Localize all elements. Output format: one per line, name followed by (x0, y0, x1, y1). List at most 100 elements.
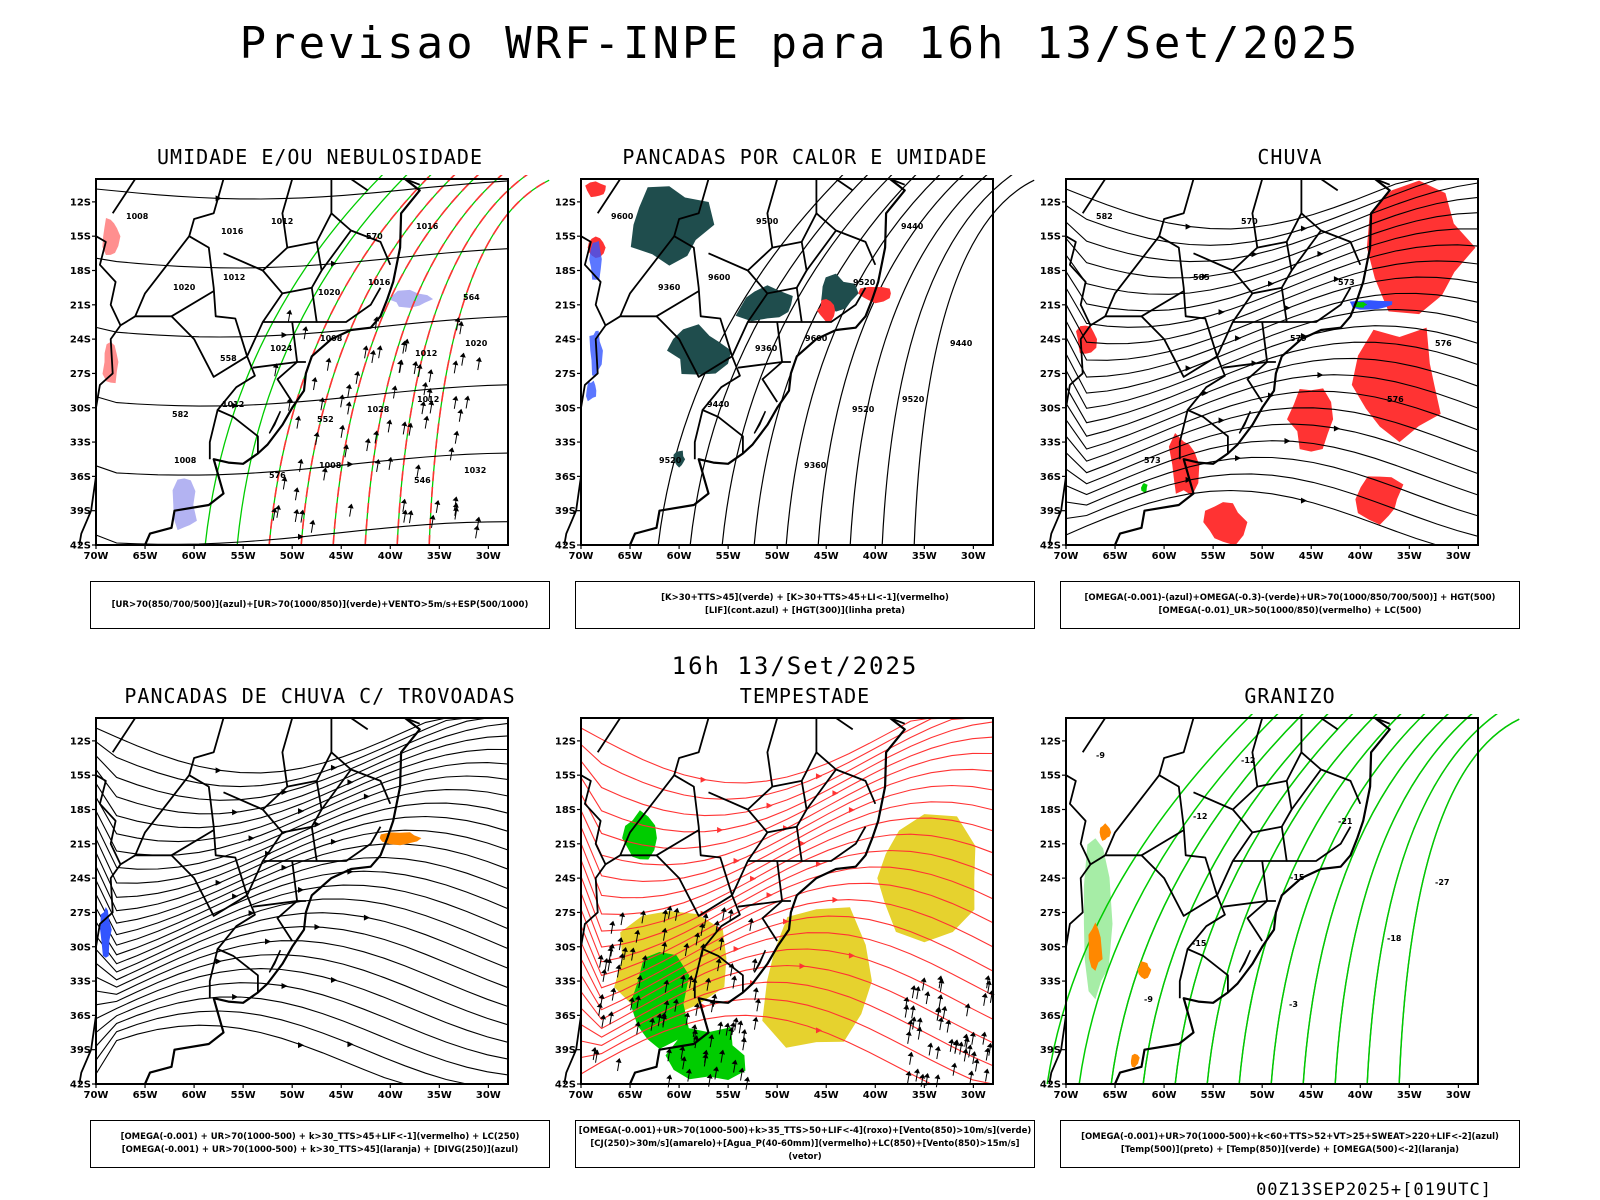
wind-vector-head (345, 401, 352, 407)
legend-box: [K>30+TTS>45](verde) + [K>30+TTS>45+LI<-… (575, 581, 1035, 629)
lat-tick-label: 12S (1040, 736, 1061, 747)
streamline-arrow (232, 402, 239, 409)
wind-vector-head (591, 1046, 598, 1052)
contour-line (1174, 714, 1354, 1085)
contour-label: 9360 (658, 283, 681, 292)
border-line (1290, 229, 1362, 272)
lon-tick-label: 40W (378, 1090, 403, 1101)
lat-tick-label: 18S (555, 805, 576, 816)
lat-tick-label: 39S (70, 506, 91, 517)
border-line (693, 948, 704, 999)
streamline (95, 802, 509, 898)
wind-vector-head (980, 1031, 987, 1037)
lat-tick-label: 12S (555, 197, 576, 208)
lat-tick-label: 33S (70, 438, 91, 449)
streamline (580, 1014, 993, 1085)
lon-tick-label: 45W (329, 1090, 354, 1101)
streamline-arrow (1317, 372, 1324, 379)
border-line (708, 252, 749, 272)
map-frame (95, 717, 509, 1085)
border-line (188, 717, 248, 896)
wind-vector-head (401, 421, 408, 427)
shaded-area (673, 450, 686, 468)
contour-label: 1016 (416, 222, 439, 231)
wind-vector-head (452, 360, 459, 366)
streamline-arrow (281, 864, 288, 871)
contour-label: 573 (1338, 278, 1355, 287)
wind-vector-head (636, 974, 643, 980)
wind-vector-head (666, 1074, 673, 1080)
wind-vector-head (364, 438, 371, 444)
wind-vector-head (920, 977, 927, 983)
border-line (1252, 241, 1293, 295)
lon-tick-label: 65W (618, 1090, 643, 1101)
border-line (1065, 854, 1142, 947)
wind-vectors-west (591, 905, 761, 1090)
streamline-arrow (750, 875, 757, 882)
lon-tick-label: 65W (133, 1090, 158, 1101)
contour-line (689, 175, 869, 546)
streamline (95, 316, 509, 338)
streamline (580, 849, 994, 963)
border-line (1193, 791, 1234, 811)
contour-label: 1012 (222, 400, 244, 409)
streamline (1065, 212, 1479, 295)
lat-tick-label: 15S (555, 771, 576, 782)
border-line (619, 235, 675, 317)
streamline-arrow (1284, 305, 1291, 312)
border-line (747, 826, 803, 862)
lon-tick-label: 35W (912, 551, 937, 562)
wind-vector-head (416, 363, 423, 369)
border-line (223, 791, 264, 811)
wind-vector-head (702, 1053, 709, 1059)
green-omega-area (1141, 301, 1368, 494)
streamline (95, 1010, 508, 1085)
contour-labels: 1008 1012 1008 1012 1008 1012 1016 1020 1012 1008… (126, 212, 488, 485)
contour-label: 1008 (174, 456, 197, 465)
wind-vector-head (347, 503, 354, 509)
map-frame (95, 178, 509, 546)
contour-label: -12 (1193, 812, 1207, 821)
wind-vector-head (694, 932, 701, 938)
lat-tick-label: 27S (70, 908, 91, 919)
border-line (134, 774, 190, 856)
wind-vector-head (293, 487, 300, 493)
lat-tick-label: 39S (70, 1045, 91, 1056)
border-line (1048, 1015, 1067, 1085)
contour-label: 1024 (270, 344, 293, 353)
border-line (815, 751, 837, 771)
wind-vector-head (962, 1033, 969, 1039)
border-line (282, 780, 323, 834)
shaded-area (102, 218, 121, 255)
streamline-arrow (281, 331, 288, 338)
hgt500-streamlines (1065, 178, 1479, 546)
border-line (1081, 717, 1106, 753)
border-line (805, 768, 877, 811)
streamline (580, 932, 994, 1021)
wind-vector-head (412, 360, 419, 366)
lon-tick-label: 40W (1348, 1090, 1373, 1101)
wind-vector-head (705, 977, 712, 983)
streamline (580, 784, 994, 899)
streamline-arrow (717, 827, 724, 834)
wind-vector-head (683, 942, 690, 948)
streamline (1065, 244, 1479, 328)
wind-vector-head (397, 359, 404, 365)
contour-label: 576 (1435, 339, 1452, 348)
lon-tick-label: 70W (84, 551, 109, 562)
lat-tick-label: 39S (1040, 1045, 1061, 1056)
contour-line (204, 175, 384, 546)
lon-tick-label: 55W (231, 1090, 256, 1101)
lat-tick-label: 27S (555, 369, 576, 380)
border-line (889, 178, 906, 186)
lagoon (268, 410, 282, 434)
wind-vector-head (452, 395, 459, 401)
lon-tick-label: 70W (1054, 551, 1079, 562)
wind-vector-head (281, 476, 288, 482)
wind-vector-head (345, 384, 352, 390)
border-line (262, 826, 318, 862)
wind-vector-head (752, 1016, 759, 1022)
border-line (287, 179, 333, 249)
lat-tick-label: 15S (555, 232, 576, 243)
